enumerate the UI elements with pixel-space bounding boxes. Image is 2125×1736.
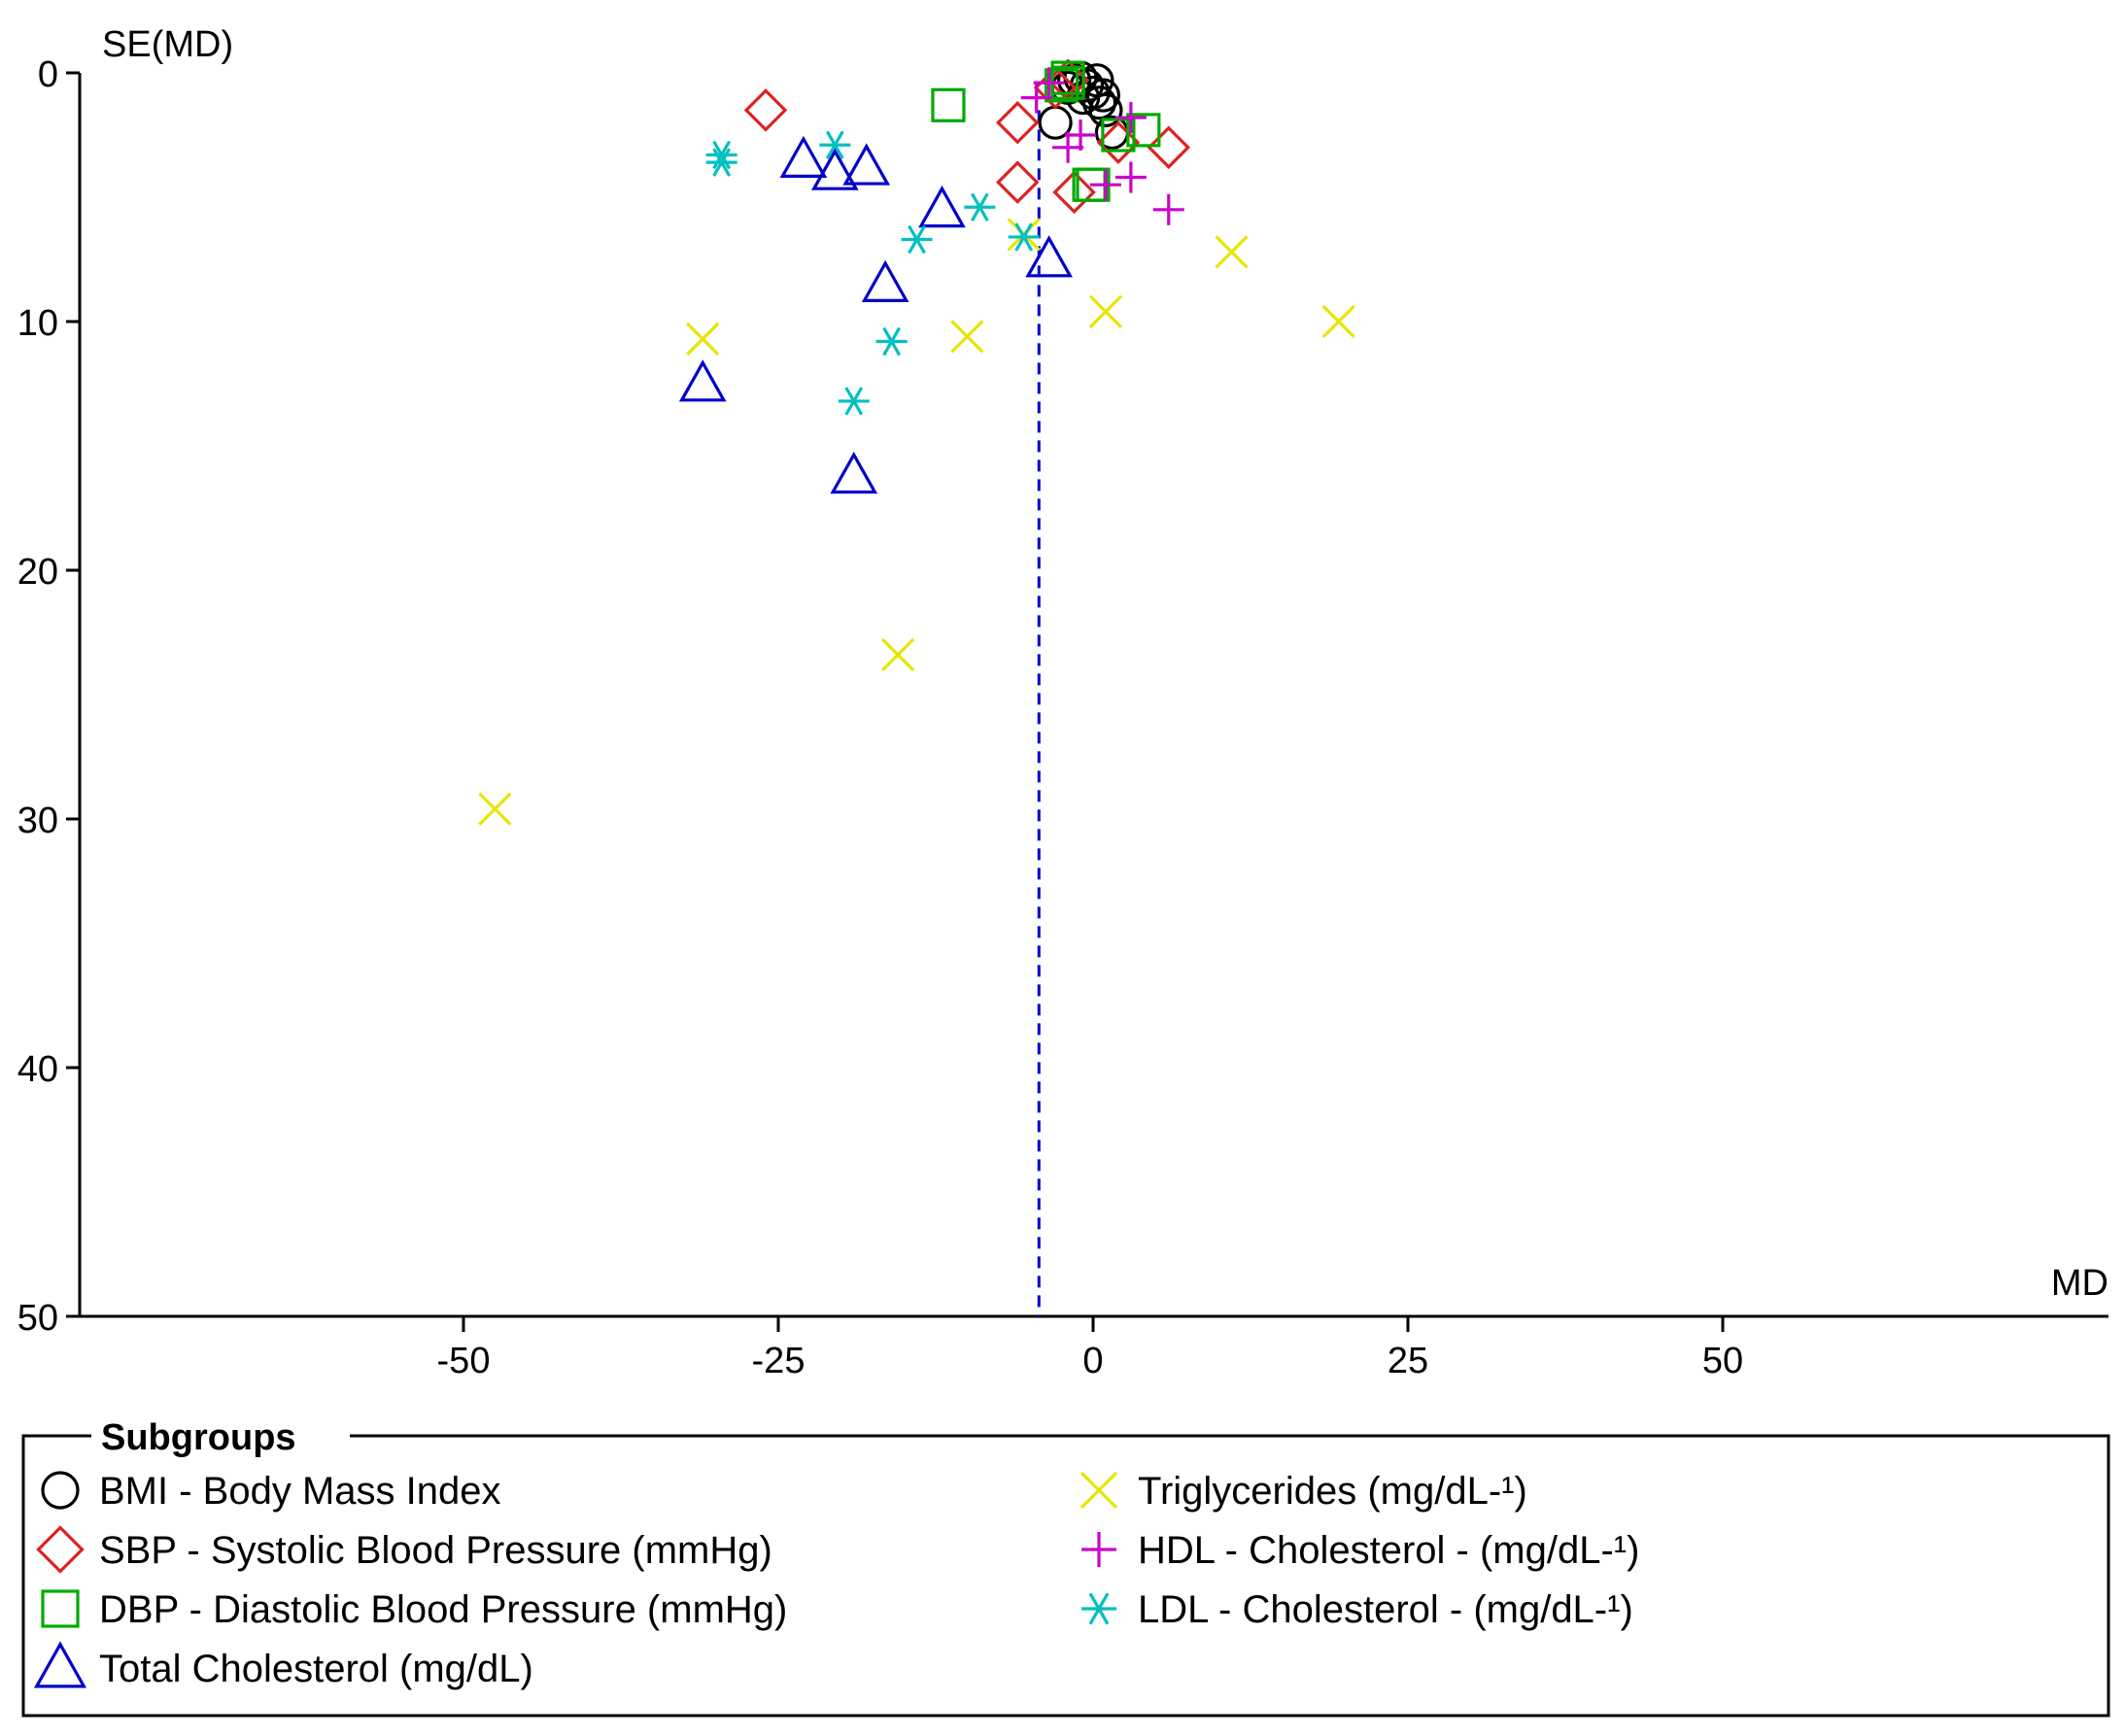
data-point-triangle xyxy=(1025,235,1073,278)
data-point-diamond xyxy=(995,160,1040,204)
x-tick-label: 50 xyxy=(1702,1341,1743,1381)
legend-marker-x-icon xyxy=(1080,1471,1118,1510)
legend-marker-asterisk-icon xyxy=(1081,1592,1116,1625)
data-point-triangle xyxy=(810,148,859,190)
legend-label: Total Cholesterol (mg/dL) xyxy=(99,1648,533,1690)
y-tick-label: 20 xyxy=(17,552,58,593)
data-point-triangle xyxy=(861,259,909,302)
data-point-plus xyxy=(1065,119,1097,151)
data-point-x xyxy=(1321,304,1355,339)
data-point-x xyxy=(686,322,720,357)
legend-marker-plus-icon xyxy=(1081,1532,1116,1567)
data-point-x xyxy=(1215,235,1249,269)
data-point-triangle xyxy=(779,135,828,178)
y-axis-label: SE(MD) xyxy=(102,24,233,65)
data-point-circle xyxy=(1085,78,1120,113)
legend-label: SBP - Systolic Blood Pressure (mmHg) xyxy=(99,1529,772,1572)
legend-item: Total Cholesterol (mg/dL) xyxy=(33,1641,533,1690)
legend-label: BMI - Body Mass Index xyxy=(99,1470,500,1513)
y-tick-label: 40 xyxy=(17,1049,58,1090)
data-point-asterisk xyxy=(1008,222,1040,252)
data-point-diamond xyxy=(1096,120,1141,164)
legend-item: LDL - Cholesterol - (mg/dL-¹) xyxy=(1081,1588,1633,1631)
y-tick-label: 10 xyxy=(17,303,58,344)
data-point-square xyxy=(1044,68,1080,103)
data-point-asterisk xyxy=(964,192,996,221)
data-point-x xyxy=(478,792,512,826)
legend-marker-square-icon xyxy=(41,1589,80,1628)
data-point-plus xyxy=(1052,131,1084,163)
data-point-triangle xyxy=(842,143,891,186)
data-point-diamond xyxy=(1147,125,1191,170)
legend-label: HDL - Cholesterol - (mg/dL-¹) xyxy=(1138,1529,1639,1572)
data-point-plus xyxy=(1114,102,1147,134)
data-point-plus xyxy=(1114,161,1147,193)
legend-item: SBP - Systolic Blood Pressure (mmHg) xyxy=(36,1525,772,1574)
x-axis-label: MD xyxy=(2051,1263,2108,1304)
x-tick-label: 0 xyxy=(1082,1341,1103,1381)
legend: Subgroups BMI - Body Mass Index SBP - Sys… xyxy=(21,1417,2110,1718)
x-tick-label: -50 xyxy=(437,1341,491,1381)
legend-label: Triglycerides (mg/dL-¹) xyxy=(1138,1470,1527,1513)
legend-marker-diamond-icon xyxy=(36,1525,85,1574)
legend-box xyxy=(21,1434,2110,1718)
legend-title-background xyxy=(91,1418,350,1453)
x-tick-label: -25 xyxy=(752,1341,805,1381)
data-point-triangle xyxy=(918,185,966,228)
data-point-plus xyxy=(1020,82,1052,114)
x-tick-label: 25 xyxy=(1388,1341,1428,1381)
plot-axes xyxy=(78,73,2108,1318)
legend-label: DBP - Diastolic Blood Pressure (mmHg) xyxy=(99,1588,787,1631)
legend-marker-triangle-icon xyxy=(33,1641,87,1688)
legend-title: Subgroups xyxy=(101,1417,296,1458)
data-point-diamond xyxy=(995,100,1040,145)
data-points xyxy=(478,58,1355,826)
data-point-plus xyxy=(1152,193,1184,225)
legend-item: HDL - Cholesterol - (mg/dL-¹) xyxy=(1081,1529,1639,1572)
data-point-diamond xyxy=(743,88,788,132)
axis-ticks: 0 10 20 30 40 50 -50 -25 0 25 50 xyxy=(17,54,1743,1381)
data-point-asterisk xyxy=(819,130,851,159)
data-point-square xyxy=(931,87,966,122)
data-point-asterisk xyxy=(901,224,933,255)
y-tick-label: 0 xyxy=(38,54,58,95)
data-point-plus xyxy=(1033,67,1065,99)
legend-item: DBP - Diastolic Blood Pressure (mmHg) xyxy=(41,1588,787,1631)
legend-label: LDL - Cholesterol - (mg/dL-¹) xyxy=(1138,1588,1633,1631)
y-tick-label: 30 xyxy=(17,800,58,841)
data-point-triangle xyxy=(830,451,878,494)
data-point-x xyxy=(880,637,915,672)
data-point-x xyxy=(1088,294,1123,328)
data-point-plus xyxy=(1089,169,1121,201)
data-point-circle xyxy=(1081,85,1117,120)
data-point-asterisk xyxy=(838,387,870,416)
data-point-triangle xyxy=(678,359,727,402)
data-point-circle xyxy=(1056,63,1092,98)
data-point-asterisk xyxy=(875,326,908,357)
data-point-square xyxy=(1101,118,1136,153)
legend-marker-circle-icon xyxy=(41,1471,80,1510)
data-point-x xyxy=(950,320,984,354)
legend-item: Triglycerides (mg/dL-¹) xyxy=(1080,1470,1527,1513)
legend-items: BMI - Body Mass Index SBP - Systolic Bloo… xyxy=(33,1470,1639,1690)
data-point-asterisk xyxy=(705,148,737,177)
data-point-diamond xyxy=(1052,170,1096,215)
data-point-square xyxy=(1126,113,1161,148)
y-tick-label: 50 xyxy=(17,1298,58,1339)
legend-item: BMI - Body Mass Index xyxy=(41,1470,500,1513)
data-point-circle xyxy=(1080,63,1114,98)
